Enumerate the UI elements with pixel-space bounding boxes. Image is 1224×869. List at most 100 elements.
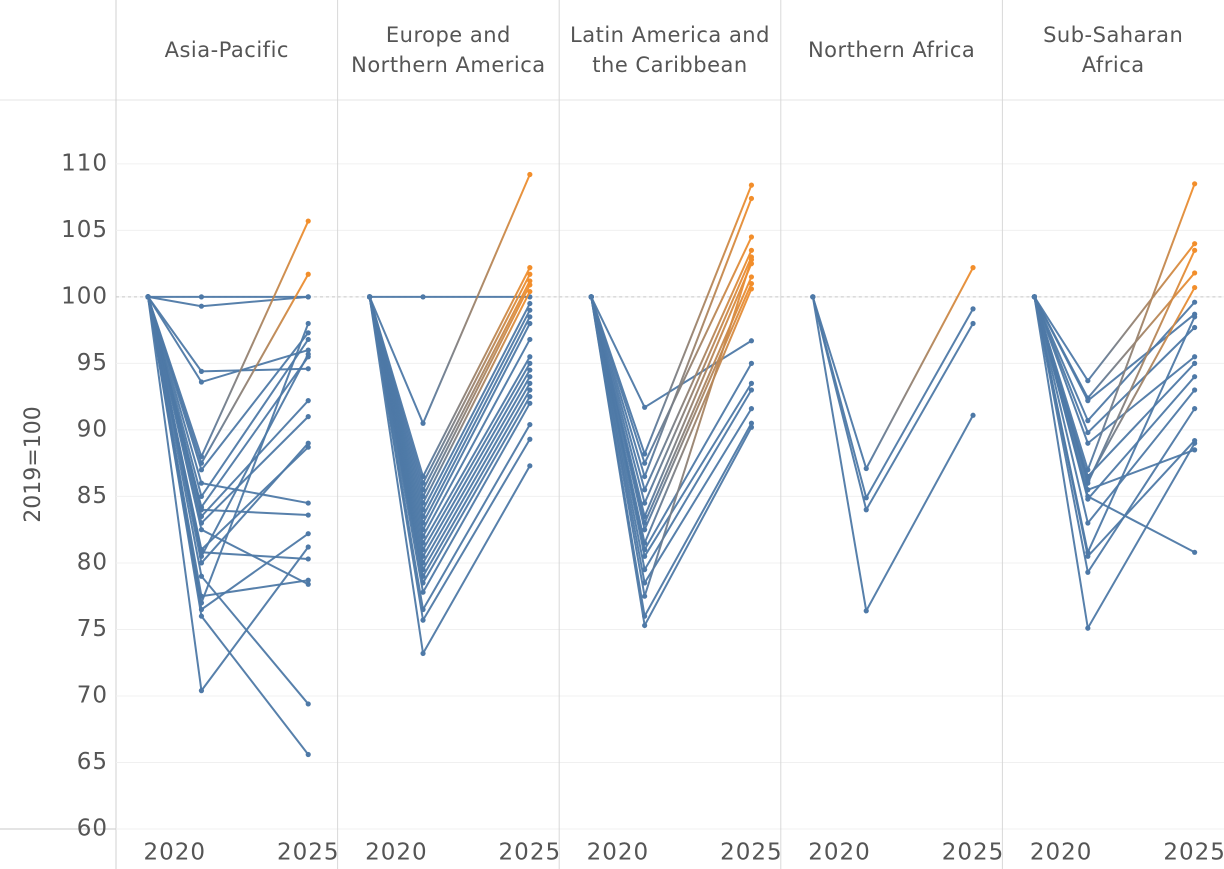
point bbox=[198, 368, 205, 374]
point bbox=[748, 247, 755, 253]
point bbox=[198, 613, 205, 619]
x-tick-label: 2020 bbox=[808, 840, 871, 866]
x-tick-label: 2025 bbox=[720, 840, 783, 866]
point bbox=[527, 288, 533, 295]
panel-title: Northern Africa bbox=[807, 38, 976, 62]
point bbox=[642, 404, 648, 410]
point bbox=[748, 234, 755, 240]
point bbox=[198, 573, 205, 579]
point bbox=[642, 553, 648, 559]
point bbox=[305, 701, 311, 707]
series-line bbox=[147, 296, 310, 756]
point bbox=[420, 650, 426, 657]
x-tick-label: 2020 bbox=[587, 840, 650, 866]
y-axis-label: 2019=100 bbox=[21, 406, 46, 522]
point bbox=[1085, 418, 1091, 424]
point bbox=[305, 218, 311, 224]
point bbox=[198, 688, 205, 694]
point bbox=[527, 421, 533, 428]
point bbox=[527, 387, 533, 393]
point bbox=[305, 271, 311, 277]
point bbox=[305, 320, 311, 327]
point bbox=[1192, 181, 1198, 187]
point bbox=[1192, 241, 1198, 247]
point bbox=[748, 360, 755, 366]
point bbox=[305, 581, 311, 587]
point bbox=[527, 463, 533, 469]
point bbox=[198, 593, 205, 599]
point bbox=[1031, 294, 1038, 300]
point bbox=[748, 338, 755, 344]
y-tick-label: 95 bbox=[77, 350, 108, 376]
point bbox=[1192, 406, 1198, 412]
point bbox=[1192, 324, 1198, 331]
point bbox=[1085, 429, 1091, 436]
point bbox=[1192, 247, 1198, 253]
point bbox=[863, 507, 869, 513]
point bbox=[748, 280, 755, 287]
point bbox=[527, 336, 533, 343]
y-tick-label: 105 bbox=[61, 217, 108, 243]
point bbox=[1192, 314, 1198, 320]
point bbox=[305, 531, 311, 537]
point bbox=[527, 354, 533, 360]
panel-title: Europe and Northern America bbox=[351, 23, 546, 77]
point bbox=[527, 436, 533, 442]
x-tick-label: 2020 bbox=[1030, 840, 1093, 866]
point bbox=[1085, 553, 1091, 559]
point bbox=[305, 440, 311, 446]
point bbox=[527, 360, 533, 366]
y-tick-label: 75 bbox=[77, 616, 108, 642]
point bbox=[748, 274, 755, 280]
y-tick-label: 80 bbox=[77, 549, 108, 575]
panel-title: Latin America and the Caribbean bbox=[570, 23, 770, 77]
point bbox=[305, 512, 311, 518]
x-tick-label: 2025 bbox=[1163, 840, 1224, 866]
point bbox=[305, 294, 311, 300]
point bbox=[1085, 440, 1091, 446]
y-tick-label: 90 bbox=[77, 416, 108, 442]
series-line bbox=[811, 296, 974, 513]
y-tick-label: 65 bbox=[77, 749, 108, 775]
series-line bbox=[147, 296, 310, 694]
point bbox=[1192, 360, 1198, 366]
point bbox=[198, 379, 205, 385]
point bbox=[810, 294, 816, 300]
point bbox=[1192, 284, 1198, 291]
point bbox=[367, 294, 373, 300]
point bbox=[863, 608, 869, 614]
point bbox=[1192, 374, 1198, 380]
point bbox=[305, 751, 311, 758]
point bbox=[970, 265, 976, 271]
point bbox=[1192, 447, 1198, 453]
point bbox=[527, 400, 533, 406]
x-tick-label: 2025 bbox=[499, 840, 562, 866]
point bbox=[305, 366, 311, 372]
series-line bbox=[811, 296, 974, 614]
point bbox=[642, 473, 648, 480]
point bbox=[863, 495, 869, 501]
point bbox=[305, 347, 311, 353]
point bbox=[305, 577, 311, 583]
point bbox=[642, 593, 648, 599]
series-line bbox=[147, 295, 309, 308]
point bbox=[1192, 299, 1198, 305]
point bbox=[1085, 378, 1091, 384]
point bbox=[305, 351, 311, 357]
point bbox=[642, 487, 648, 493]
point bbox=[305, 330, 311, 336]
point bbox=[642, 622, 648, 629]
y-tick-label: 110 bbox=[61, 150, 108, 176]
point bbox=[527, 380, 533, 386]
point bbox=[198, 294, 205, 300]
point bbox=[527, 300, 533, 307]
point bbox=[748, 195, 755, 202]
point bbox=[198, 480, 205, 486]
point bbox=[527, 374, 533, 380]
point bbox=[1192, 440, 1198, 446]
x-tick-label: 2020 bbox=[365, 840, 428, 866]
series-line bbox=[1033, 296, 1196, 575]
point bbox=[642, 460, 648, 466]
point bbox=[420, 420, 426, 426]
point bbox=[527, 265, 533, 271]
